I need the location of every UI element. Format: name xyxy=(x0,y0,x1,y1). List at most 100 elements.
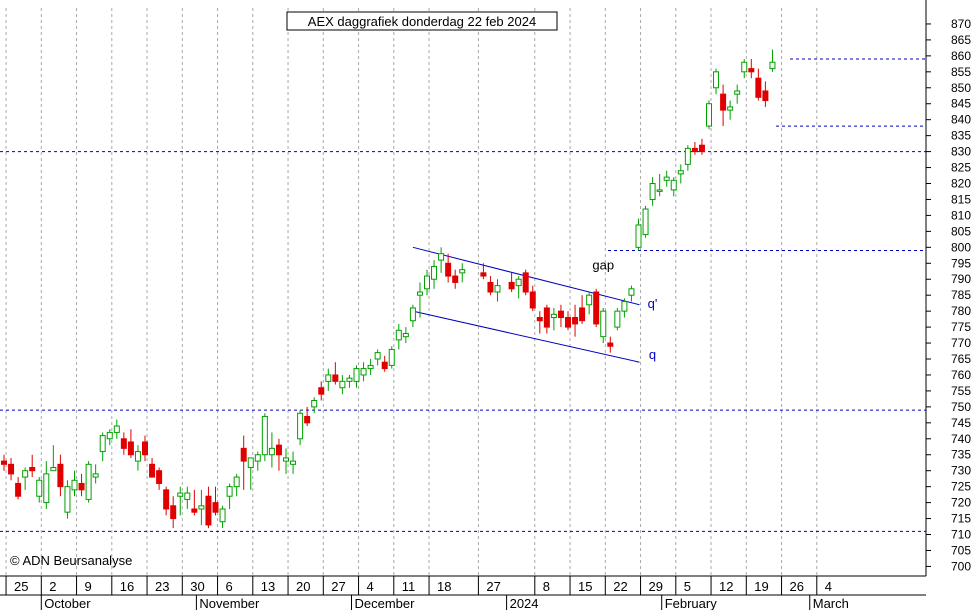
horizontal-levels xyxy=(0,58,926,532)
candle-body xyxy=(431,265,438,280)
y-tick-label: 835 xyxy=(951,129,971,143)
candle-body xyxy=(600,310,607,338)
annotation-label: q' xyxy=(648,296,658,311)
candle-body xyxy=(452,275,459,283)
candle-body xyxy=(268,447,275,456)
candle-body xyxy=(459,269,466,274)
candle-body xyxy=(388,348,395,366)
candle-body xyxy=(290,460,297,465)
watermark: © ADN Beursanalyse xyxy=(10,553,132,568)
candle-body xyxy=(78,482,85,491)
candle-body xyxy=(635,224,642,248)
x-tick-label: 15 xyxy=(578,579,592,594)
candle-body xyxy=(318,387,325,395)
candle-body xyxy=(543,307,550,328)
y-tick-label: 700 xyxy=(951,559,971,573)
candle-body xyxy=(57,463,64,488)
y-tick-label: 850 xyxy=(951,81,971,95)
y-tick-label: 755 xyxy=(951,384,971,398)
y-tick-label: 870 xyxy=(951,17,971,31)
candle-body xyxy=(149,463,156,478)
y-tick-label: 840 xyxy=(951,113,971,127)
y-tick-label: 710 xyxy=(951,528,971,542)
x-tick-label: 23 xyxy=(155,579,169,594)
candle-body xyxy=(670,179,677,191)
candle-body xyxy=(515,278,522,287)
candle-body xyxy=(367,364,374,370)
candle-body xyxy=(395,329,402,341)
x-tick-label: 4 xyxy=(367,579,374,594)
candle-body xyxy=(332,374,339,382)
y-tick-label: 800 xyxy=(951,240,971,254)
candle-body xyxy=(727,106,734,111)
x-tick-label: 27 xyxy=(331,579,345,594)
candles xyxy=(1,49,776,529)
candle-body xyxy=(240,447,247,462)
candle-body xyxy=(416,291,423,296)
candle-body xyxy=(8,463,15,475)
y-tick-label: 820 xyxy=(951,177,971,191)
candle-body xyxy=(445,262,452,277)
candle-body xyxy=(15,482,22,497)
candle-body xyxy=(642,208,649,236)
grid xyxy=(5,8,818,576)
candle-body xyxy=(656,189,663,192)
y-tick-label: 865 xyxy=(951,33,971,47)
y-tick-label: 810 xyxy=(951,208,971,222)
candle-body xyxy=(748,68,755,73)
candle-body xyxy=(494,285,501,293)
candle-body xyxy=(311,399,318,408)
candle-body xyxy=(120,438,127,449)
candle-body xyxy=(43,473,50,504)
candle-body xyxy=(219,508,226,523)
candle-body xyxy=(106,431,113,440)
x-tick-label: 26 xyxy=(790,579,804,594)
x-tick-label: 12 xyxy=(719,579,733,594)
candle-body xyxy=(734,90,741,95)
x-tick-label: 4 xyxy=(825,579,832,594)
y-tick-label: 860 xyxy=(951,49,971,63)
candle-body xyxy=(565,317,571,328)
y-tick-label: 740 xyxy=(951,432,971,446)
x-tick-label: 5 xyxy=(684,579,691,594)
y-tick-label: 785 xyxy=(951,288,971,302)
y-tick-label: 825 xyxy=(951,161,971,175)
candle-body xyxy=(339,380,346,389)
candle-body xyxy=(353,368,360,382)
candle-body xyxy=(142,441,148,456)
candle-body xyxy=(438,253,445,261)
month-label: December xyxy=(355,596,416,610)
candle-body xyxy=(755,77,762,98)
candle-body xyxy=(297,412,304,440)
candle-body xyxy=(113,425,120,433)
month-label: November xyxy=(199,596,260,610)
y-tick-label: 775 xyxy=(951,320,971,334)
y-tick-label: 720 xyxy=(951,496,971,510)
candle-body xyxy=(508,281,515,290)
y-tick-label: 705 xyxy=(951,543,971,557)
y-tick-label: 745 xyxy=(951,416,971,430)
x-tick-label: 9 xyxy=(85,579,92,594)
y-tick-label: 750 xyxy=(951,400,971,414)
annotation-label: gap xyxy=(592,258,614,273)
y-tick-label: 770 xyxy=(951,336,971,350)
candle-body xyxy=(684,147,691,165)
candle-body xyxy=(529,291,536,309)
candle-body xyxy=(402,332,409,338)
candle-body xyxy=(212,502,219,513)
candle-body xyxy=(1,460,7,465)
x-tick-label: 20 xyxy=(296,579,310,594)
candle-body xyxy=(71,479,78,491)
annotation-label: q xyxy=(649,347,656,362)
candle-body xyxy=(99,435,106,453)
x-tick-label: 29 xyxy=(649,579,663,594)
candle-body xyxy=(550,313,557,319)
candle-body xyxy=(677,170,684,175)
candle-body xyxy=(134,451,141,462)
candle-body xyxy=(409,307,416,322)
candle-body xyxy=(325,374,332,382)
candle-body xyxy=(198,505,205,510)
candle-body xyxy=(691,147,698,153)
candle-body xyxy=(579,307,586,322)
